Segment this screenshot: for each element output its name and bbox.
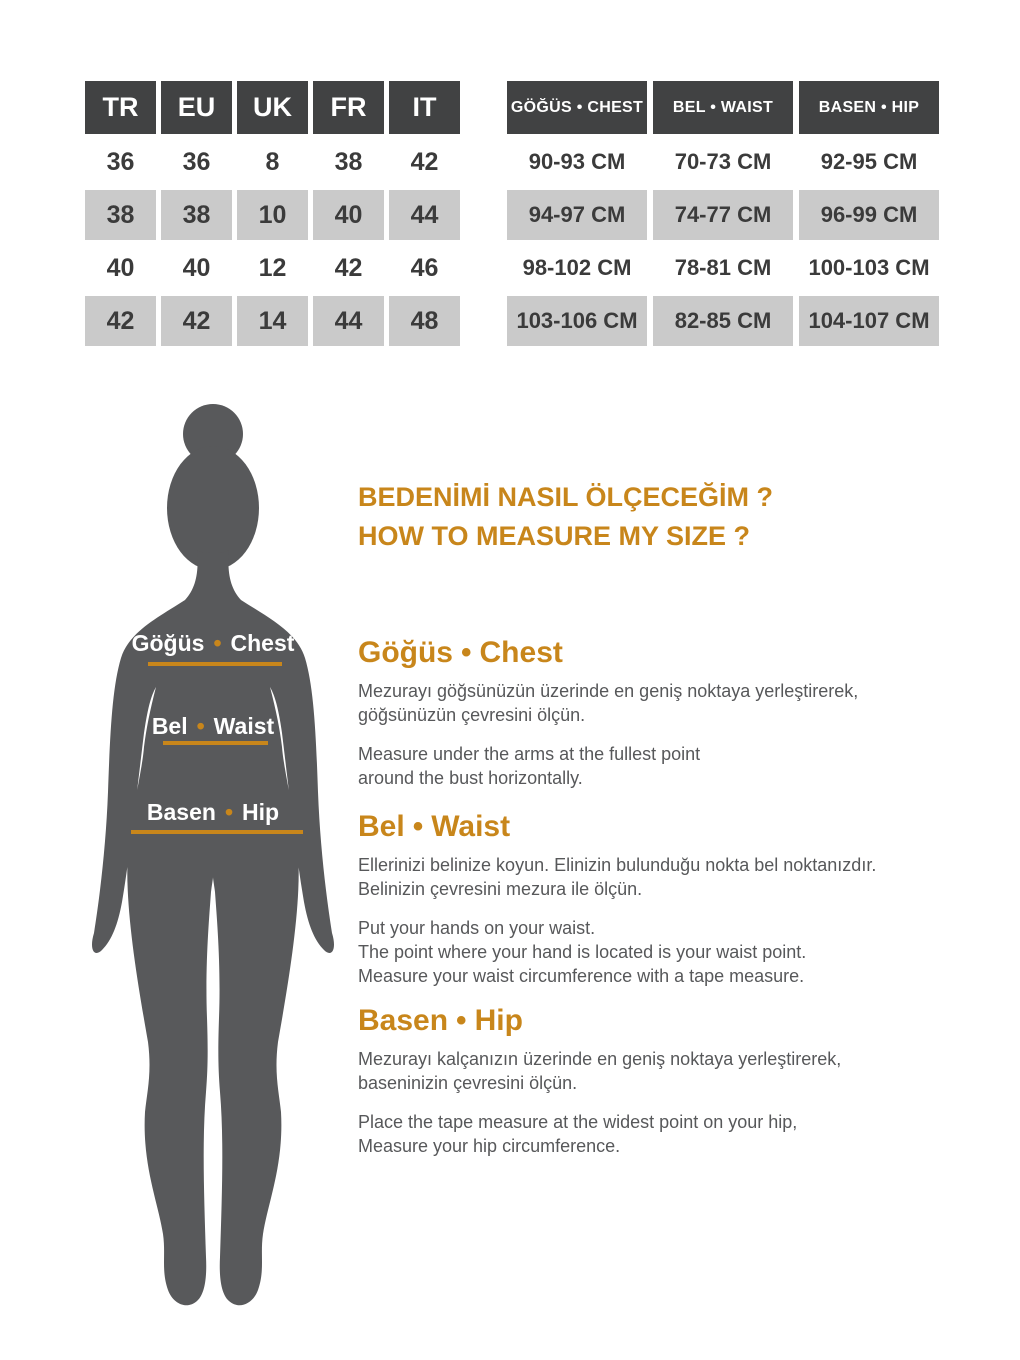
section-title-chest-en: Chest	[479, 636, 563, 669]
bullet-separator: •	[224, 799, 234, 825]
figure-label-waist: Bel • Waist	[85, 713, 341, 740]
size-cell: 14	[237, 296, 308, 346]
measurement-cell: 70-73 CM	[674, 149, 772, 174]
measurement-cell: 90-93 CM	[528, 149, 626, 174]
measurement-header-cell: GÖĞÜS • CHEST	[507, 81, 647, 134]
section-title-chest-tr: Göğüs	[358, 636, 453, 669]
size-cell: 48	[389, 296, 460, 346]
international-size-table: TR EU UK FR IT 36 36 8 38 42 38 38 10 40…	[85, 81, 460, 346]
measurement-cell: 92-95 CM	[820, 149, 918, 174]
size-cell: 40	[313, 190, 384, 240]
measurement-cell: 100-103 CM	[808, 255, 930, 280]
chest-instructions-tr: Mezurayı göğsünüzün üzerinde en geniş no…	[358, 681, 859, 725]
size-header-cell: TR	[85, 81, 156, 134]
waist-measure-line	[163, 741, 268, 745]
measure-section-waist: Bel • Waist Ellerinizi belinize koyun. Eli…	[358, 810, 998, 1003]
size-cell: 36	[106, 147, 135, 176]
female-silhouette-icon	[91, 404, 335, 1306]
measurement-cell: 74-77 CM	[653, 190, 793, 240]
figure-label-waist-tr: Bel	[151, 713, 188, 739]
size-cell: 42	[85, 296, 156, 346]
size-cell: 42	[334, 253, 363, 282]
size-header-cell: FR	[313, 81, 384, 134]
hip-instructions-tr: Mezurayı kalçanızın üzerinde en geniş no…	[358, 1049, 842, 1093]
measurement-cell: 96-99 CM	[799, 190, 939, 240]
size-cell: 44	[313, 296, 384, 346]
measurement-cell: 103-106 CM	[507, 296, 647, 346]
bullet-separator: •	[461, 636, 472, 669]
section-title-waist-en: Waist	[431, 810, 511, 843]
figure-label-hip-tr: Basen	[146, 799, 216, 825]
bullet-separator: •	[196, 713, 205, 739]
body-measurement-table: GÖĞÜS • CHEST BEL • WAIST BASEN • HIP 90…	[507, 81, 939, 346]
waist-instructions-en: Put your hands on your waist. The point …	[358, 918, 807, 986]
waist-instructions-tr: Ellerinizi belinize koyun. Elinizin bulu…	[358, 855, 877, 899]
size-cell: 36	[182, 147, 211, 176]
measurement-header-cell: BEL • WAIST	[653, 81, 793, 134]
measure-section-chest: Göğüs • Chest Mezurayı göğsünüzün üzerinde…	[358, 636, 998, 805]
chest-measure-line	[148, 662, 282, 666]
size-cell: 8	[265, 147, 280, 176]
section-title-waist-tr: Bel	[358, 810, 405, 843]
section-title-hip-en: Hip	[474, 1004, 523, 1037]
hip-measure-line	[131, 830, 303, 834]
section-title-waist: Bel • Waist	[358, 810, 998, 844]
size-cell: 40	[182, 253, 211, 282]
chest-instructions-en: Measure under the arms at the fullest po…	[358, 744, 701, 788]
bullet-separator: •	[213, 630, 222, 656]
section-title-hip-tr: Basen	[358, 1004, 449, 1037]
guide-heading-tr: BEDENİMİ NASIL ÖLÇECEĞİM ?	[358, 482, 774, 512]
size-cell: 10	[237, 190, 308, 240]
bullet-separator: •	[412, 810, 424, 843]
figure-label-chest-tr: Göğüs	[131, 630, 205, 656]
size-cell: 38	[334, 147, 363, 176]
figure-label-hip-en: Hip	[242, 799, 280, 825]
measurement-cell: 82-85 CM	[653, 296, 793, 346]
size-cell: 42	[161, 296, 232, 346]
guide-heading: BEDENİMİ NASIL ÖLÇECEĞİM ? HOW TO MEASUR…	[358, 478, 773, 556]
female-silhouette-figure: Göğüs • Chest Bel • Waist Basen • Hip	[85, 400, 341, 1315]
guide-heading-en: HOW TO MEASURE MY SIZE ?	[358, 521, 751, 551]
figure-label-hip: Basen • Hip	[85, 799, 341, 826]
measurement-cell: 94-97 CM	[507, 190, 647, 240]
measure-section-hip: Basen • Hip Mezurayı kalçanızın üzerinde e…	[358, 1004, 998, 1173]
size-cell: 44	[389, 190, 460, 240]
measurement-cell: 78-81 CM	[674, 255, 772, 280]
size-cell: 46	[410, 253, 439, 282]
figure-label-chest: Göğüs • Chest	[85, 630, 341, 657]
section-title-chest: Göğüs • Chest	[358, 636, 998, 670]
figure-label-chest-en: Chest	[230, 630, 295, 656]
hip-instructions-en: Place the tape measure at the widest poi…	[358, 1112, 798, 1156]
size-cell: 38	[161, 190, 232, 240]
figure-label-waist-en: Waist	[213, 713, 275, 739]
size-cell: 40	[106, 253, 135, 282]
size-header-cell: UK	[237, 81, 308, 134]
size-cell: 42	[410, 147, 439, 176]
measurement-cell: 104-107 CM	[799, 296, 939, 346]
measurement-cell: 98-102 CM	[522, 255, 632, 280]
section-title-hip: Basen • Hip	[358, 1004, 998, 1038]
size-cell: 12	[258, 253, 287, 282]
measurement-header-cell: BASEN • HIP	[799, 81, 939, 134]
bullet-separator: •	[456, 1004, 467, 1037]
size-header-cell: EU	[161, 81, 232, 134]
size-cell: 38	[85, 190, 156, 240]
size-header-cell: IT	[389, 81, 460, 134]
